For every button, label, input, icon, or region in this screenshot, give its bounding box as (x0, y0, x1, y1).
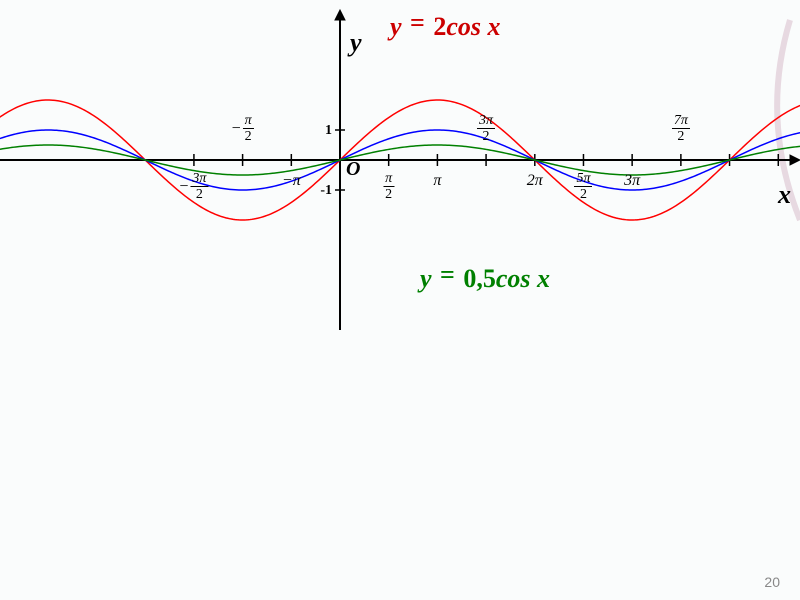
x-tick-label: −π (282, 172, 301, 190)
equation-half-cos: y = 0,5cos x (420, 260, 550, 294)
eq-y: y (420, 264, 432, 293)
svg-text:-1: -1 (320, 183, 332, 198)
y-axis-label: y (350, 28, 362, 58)
svg-text:1: 1 (325, 123, 332, 138)
eq-coef: 2 (433, 12, 446, 41)
eq-coef: 0,5 (463, 264, 496, 293)
x-tick-label: π (433, 172, 441, 190)
origin-label: O (346, 158, 360, 181)
slide-number: 20 (764, 574, 780, 590)
eq-equals: = (410, 8, 425, 37)
x-axis-label: x (778, 180, 791, 210)
chart-svg: 1 -1 (0, 0, 800, 600)
x-tick-label: 3π2 (477, 114, 495, 144)
x-tick-label: 5π2 (574, 172, 592, 202)
x-tick-label: 3π (624, 172, 640, 190)
eq-equals: = (440, 260, 455, 289)
eq-func: cos x (446, 12, 500, 41)
equation-two-cos: y = 2cos x (390, 8, 501, 42)
eq-y: y (390, 12, 402, 41)
x-tick-label: −π2 (232, 114, 254, 144)
x-tick-label: π2 (383, 172, 394, 202)
eq-func: cos x (496, 264, 550, 293)
x-tick-label: 7π2 (672, 114, 690, 144)
x-tick-label: −3π2 (179, 172, 208, 202)
x-tick-label: 2π (527, 172, 543, 190)
